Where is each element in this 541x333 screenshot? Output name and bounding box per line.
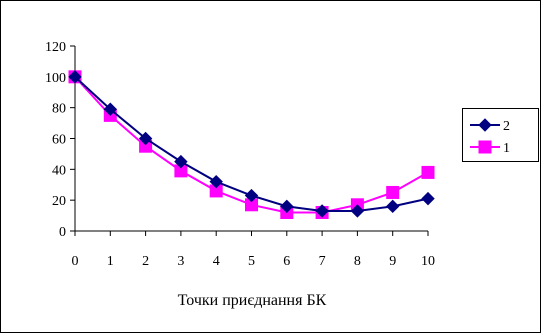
y-tick-label: 40 — [52, 163, 66, 178]
x-tick-label: 8 — [354, 254, 361, 269]
x-tick-label: 3 — [177, 254, 184, 269]
data-point — [209, 174, 223, 189]
data-point — [385, 199, 400, 214]
x-axis-title: Точки приєднання БК — [178, 292, 327, 309]
x-tick-label: 6 — [283, 254, 290, 269]
data-point — [350, 204, 365, 218]
series-group — [68, 70, 435, 219]
data-point — [280, 199, 294, 214]
data-point — [68, 70, 82, 84]
legend: 21 — [470, 118, 510, 156]
x-tick-label: 2 — [142, 254, 149, 269]
x-tick-label: 1 — [107, 254, 114, 269]
x-tick-label: 0 — [72, 254, 79, 269]
data-point — [421, 165, 435, 179]
y-tick-label: 60 — [52, 133, 66, 148]
data-point — [421, 191, 435, 206]
legend-label: 1 — [503, 141, 510, 156]
legend-label: 2 — [503, 119, 510, 134]
legend-marker — [478, 118, 492, 132]
y-tick-label: 120 — [45, 40, 66, 55]
y-tick-label: 80 — [52, 102, 66, 117]
axes: 0 20 40 60 80 100 120 0 1 2 3 4 5 6 7 8 9 10 — [45, 40, 435, 269]
legend-item: 2 — [470, 118, 510, 134]
data-point — [103, 102, 118, 116]
data-point — [174, 154, 188, 169]
data-point — [138, 131, 153, 146]
x-tick-label: 7 — [319, 254, 326, 269]
data-point — [386, 185, 400, 199]
x-tick-label: 5 — [248, 254, 255, 269]
x-tick-label: 10 — [421, 254, 435, 269]
legend-item: 1 — [470, 140, 510, 156]
x-tick-label: 4 — [213, 254, 220, 269]
series-2 — [68, 70, 435, 218]
y-tick-label: 100 — [45, 71, 66, 86]
x-tick-label: 9 — [389, 254, 396, 269]
y-tick-label: 0 — [59, 225, 66, 240]
data-point — [244, 188, 259, 203]
y-tick-label: 20 — [52, 194, 66, 209]
legend-marker — [478, 140, 492, 154]
data-point — [315, 204, 329, 218]
legend-box — [462, 108, 539, 162]
